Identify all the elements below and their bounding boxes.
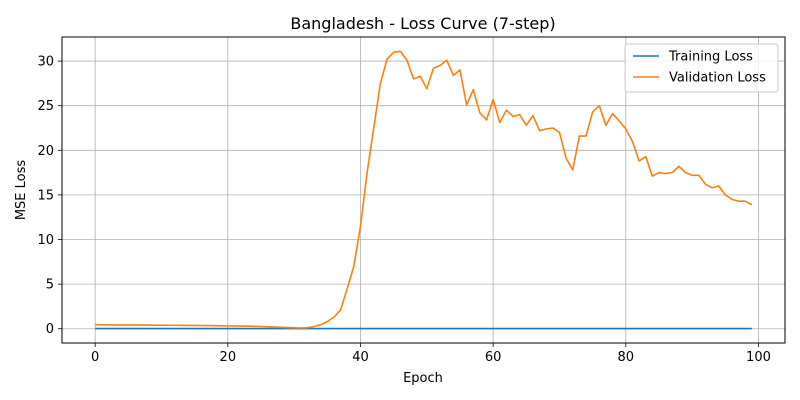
plot-frame (61, 36, 786, 344)
x-tick-label: 80 (618, 350, 635, 365)
y-tick-label: 20 (37, 144, 54, 159)
x-axis-label: Epoch (403, 371, 443, 386)
y-tick-label: 15 (37, 188, 54, 203)
y-tick-label: 25 (37, 99, 54, 114)
legend: Training Loss Validation Loss (624, 43, 779, 93)
y-tick-label: 5 (46, 278, 54, 293)
y-axis-label: MSE Loss (14, 160, 29, 221)
y-tick-label: 10 (37, 233, 54, 248)
x-tick-label: 60 (485, 350, 502, 365)
x-tick-label: 0 (91, 350, 99, 365)
x-tick-label: 100 (746, 350, 771, 365)
y-tick-label: 30 (37, 55, 54, 70)
y-tick-label: 0 (46, 322, 54, 337)
legend-box (624, 43, 779, 93)
chart-title: Bangladesh - Loss Curve (7-step) (290, 14, 555, 33)
x-tick-label: 20 (220, 350, 237, 365)
validation-loss-legend-label: Validation Loss (669, 71, 766, 86)
validation-loss-line (95, 50, 753, 329)
axis-ticks: 0 20 40 60 80 100 0 5 10 15 20 25 30 (37, 55, 770, 365)
training-loss-legend-label: Training Loss (668, 50, 753, 65)
series-lines (95, 50, 753, 330)
x-tick-label: 40 (352, 350, 369, 365)
